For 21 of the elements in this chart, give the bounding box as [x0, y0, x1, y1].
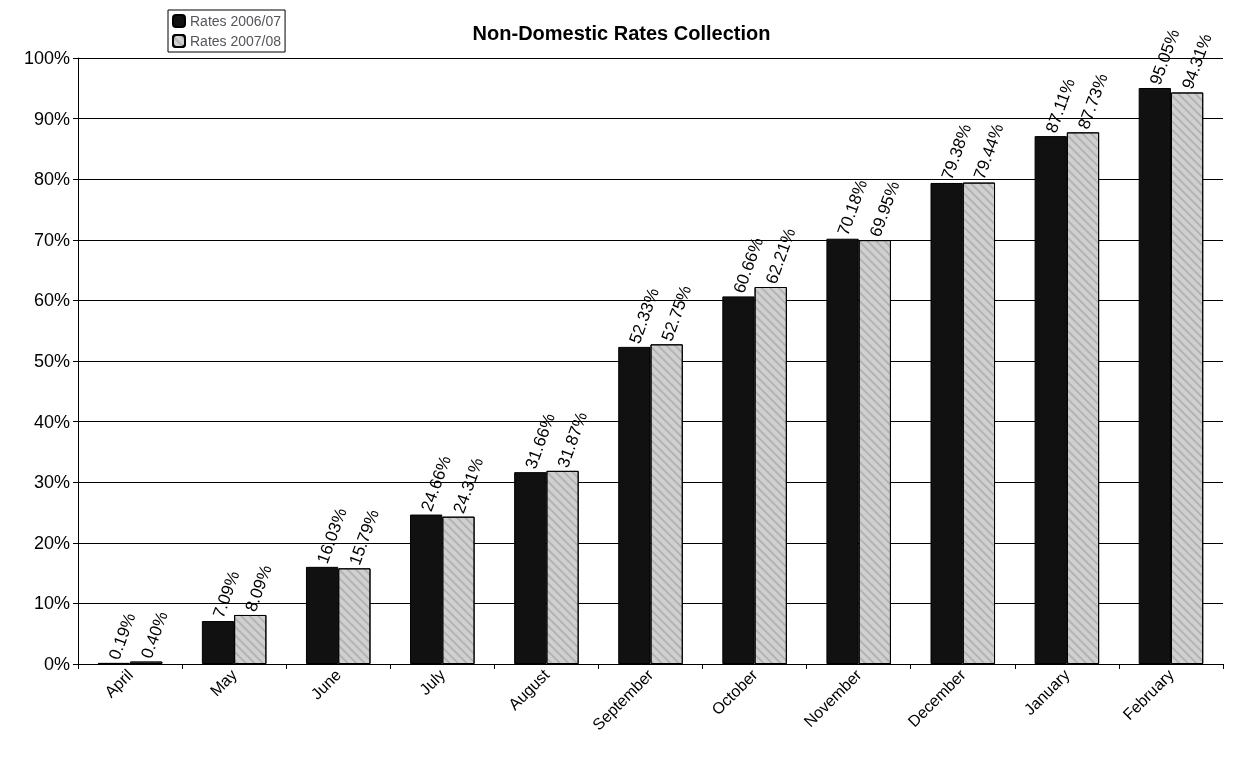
y-tick-label: 30% [33, 472, 70, 493]
x-tick-label: May [206, 665, 241, 700]
y-tick-label: 20% [33, 532, 70, 553]
data-label: 7.09% [209, 568, 244, 621]
y-tick-label: 90% [33, 108, 70, 129]
y-tick-label: 70% [33, 229, 70, 250]
data-label: 0.19% [104, 610, 140, 663]
x-tick-label: July [416, 665, 449, 699]
y-tick-label: 40% [33, 411, 70, 432]
chart-title: Non-Domestic Rates Collection [472, 22, 771, 44]
y-tick-label: 10% [33, 593, 70, 614]
legend-label: Rates 2007/08 [190, 33, 282, 49]
data-label: 0.40% [137, 609, 172, 661]
y-tick-label: 100% [23, 48, 70, 68]
y-tick-label: 60% [33, 290, 70, 311]
y-tick-label: 50% [33, 351, 70, 371]
legend-label: Rates 2006/07 [190, 13, 282, 29]
data-label: 16.03% [313, 505, 351, 567]
data-label: 8.09% [241, 562, 276, 615]
y-tick-label: 80% [33, 169, 70, 190]
y-tick-label: 0% [43, 654, 70, 674]
